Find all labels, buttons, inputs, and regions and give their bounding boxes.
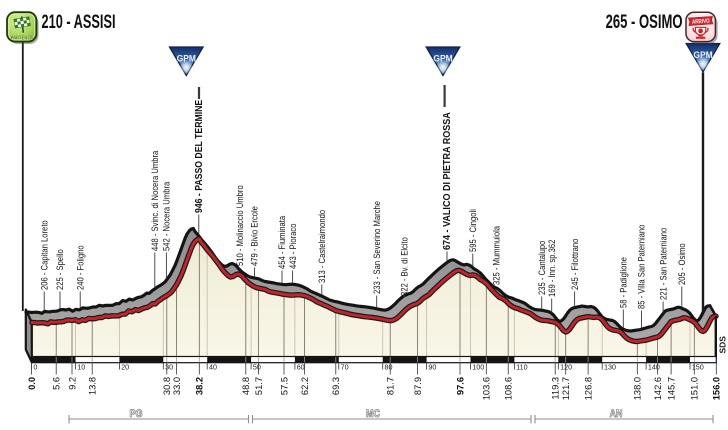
svg-text:PG: PG	[129, 408, 142, 420]
svg-text:0.0: 0.0	[27, 377, 38, 390]
svg-text:322 - Bv. di Elcito: 322 - Bv. di Elcito	[400, 237, 410, 296]
svg-text:313 - Castelraimondo: 313 - Castelraimondo	[318, 210, 328, 283]
svg-text:510 - Molinaccio Umbro: 510 - Molinaccio Umbro	[236, 185, 246, 266]
svg-text:69.3: 69.3	[331, 377, 342, 395]
svg-text:479 - Bivio Ercole: 479 - Bivio Ercole	[250, 206, 260, 266]
svg-text:140: 140	[648, 363, 660, 372]
svg-text:235 - Cantalupo: 235 - Cantalupo	[537, 240, 547, 295]
svg-text:150: 150	[692, 363, 704, 372]
svg-text:674 - VALICO DI PIETRA ROSSA: 674 - VALICO DI PIETRA ROSSA	[442, 112, 454, 250]
svg-text:30: 30	[165, 363, 173, 372]
svg-text:110: 110	[516, 363, 527, 372]
svg-text:206 - Capitan Loreto: 206 - Capitan Loreto	[40, 220, 50, 290]
svg-text:130: 130	[604, 363, 616, 372]
svg-text:GPM: GPM	[177, 53, 196, 64]
svg-text:80: 80	[385, 363, 393, 372]
svg-text:245 - Filottrano: 245 - Filottrano	[570, 238, 580, 290]
svg-text:210 - ASSISI: 210 - ASSISI	[42, 11, 116, 32]
svg-text:108.6: 108.6	[503, 377, 514, 400]
svg-text:542 - Nocera Umbra: 542 - Nocera Umbra	[162, 181, 172, 251]
svg-text:156.0: 156.0	[712, 377, 723, 400]
svg-text:0: 0	[33, 363, 37, 372]
svg-text:595 - Cingoli: 595 - Cingoli	[469, 209, 479, 252]
svg-text:85 - Villa San Paterniano: 85 - Villa San Paterniano	[637, 224, 647, 309]
svg-text:233 - San Severino Marche: 233 - San Severino Marche	[372, 201, 382, 294]
svg-text:325 - Mummuiola: 325 - Mummuiola	[492, 226, 502, 285]
svg-text:225 - Spello: 225 - Spello	[56, 249, 66, 290]
svg-text:169 - Inn. sp.362: 169 - Inn. sp.362	[547, 239, 557, 297]
svg-text:443 - Pioraco: 443 - Pioraco	[288, 223, 298, 269]
svg-text:38.2: 38.2	[195, 377, 206, 395]
svg-text:62.2: 62.2	[300, 377, 311, 395]
svg-text:454 - Fiuminata: 454 - Fiuminata	[278, 216, 288, 269]
svg-text:205 - Osimo: 205 - Osimo	[678, 243, 688, 285]
svg-text:87.9: 87.9	[413, 377, 424, 395]
svg-text:ARRIVO: ARRIVO	[692, 18, 710, 26]
svg-text:9.2: 9.2	[67, 377, 78, 390]
svg-text:PARTENZA: PARTENZA	[11, 35, 34, 42]
svg-text:20: 20	[121, 363, 129, 372]
svg-text:70: 70	[341, 363, 349, 372]
svg-text:151.0: 151.0	[690, 377, 701, 400]
svg-text:97.6: 97.6	[455, 377, 466, 395]
svg-text:90: 90	[428, 363, 436, 372]
svg-text:51.7: 51.7	[254, 377, 265, 395]
svg-text:81.7: 81.7	[385, 377, 396, 395]
svg-text:448 - Svinc. di Nocera Umbra: 448 - Svinc. di Nocera Umbra	[151, 150, 161, 251]
svg-text:MC: MC	[366, 408, 380, 420]
svg-text:33.0: 33.0	[172, 377, 183, 395]
svg-text:119.3: 119.3	[550, 377, 561, 400]
svg-text:142.6: 142.6	[653, 377, 664, 400]
svg-text:30.8: 30.8	[162, 377, 173, 395]
svg-text:121.7: 121.7	[561, 377, 572, 400]
svg-text:SDS: SDS	[718, 336, 728, 354]
svg-text:58 - Padiglione: 58 - Padiglione	[619, 257, 629, 308]
svg-text:145.7: 145.7	[666, 377, 677, 400]
svg-text:60: 60	[297, 363, 305, 372]
svg-text:265 - OSIMO: 265 - OSIMO	[606, 10, 683, 32]
svg-text:138.0: 138.0	[633, 377, 644, 400]
svg-text:GPM: GPM	[693, 50, 712, 61]
svg-text:AN: AN	[609, 408, 622, 420]
svg-text:946 - PASSO DEL TERMINE: 946 - PASSO DEL TERMINE	[193, 99, 205, 213]
svg-text:13.8: 13.8	[87, 377, 98, 395]
svg-text:57.5: 57.5	[279, 377, 290, 395]
svg-text:10: 10	[77, 363, 85, 372]
svg-text:40: 40	[209, 363, 217, 372]
svg-text:GPM: GPM	[433, 53, 452, 64]
svg-text:103.6: 103.6	[482, 377, 493, 400]
svg-text:221 - San Paterniano: 221 - San Paterniano	[659, 227, 669, 300]
svg-text:48.8: 48.8	[241, 377, 252, 395]
svg-text:100: 100	[472, 363, 484, 372]
svg-text:240 - Foligno: 240 - Foligno	[76, 245, 86, 290]
svg-text:50: 50	[253, 363, 261, 372]
svg-text:5.6: 5.6	[51, 377, 62, 390]
svg-text:126.8: 126.8	[583, 377, 594, 400]
